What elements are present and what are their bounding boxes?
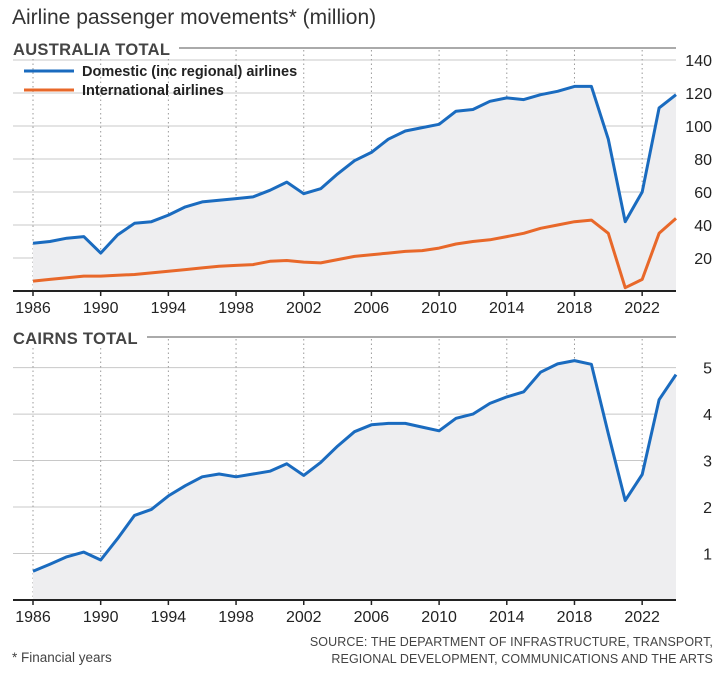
- series-line-international: [32, 217, 677, 290]
- x-tick-label: 1994: [151, 300, 187, 317]
- x-tick-label: 2022: [624, 609, 660, 626]
- x-tick-label: 2002: [286, 609, 322, 626]
- y-tick-label: 2: [703, 500, 712, 517]
- x-tick-label: 2010: [421, 609, 457, 626]
- panel-title-bg: [11, 327, 147, 347]
- x-tick-label: 2018: [557, 300, 593, 317]
- legend-label: International airlines: [82, 83, 224, 99]
- y-tick-label: 5: [703, 361, 712, 378]
- x-tick-label: 1990: [83, 300, 119, 317]
- y-tick-label: 100: [685, 119, 712, 136]
- y-tick-label: 40: [694, 218, 712, 235]
- area-fill: [33, 360, 676, 600]
- x-tick-label: 2010: [421, 300, 457, 317]
- x-tick-label: 1994: [151, 609, 187, 626]
- series-line-domestic: [32, 84, 677, 255]
- x-tick-label: 1986: [15, 300, 51, 317]
- y-tick-label: 3: [703, 454, 712, 471]
- source-line-2: REGIONAL DEVELOPMENT, COMMUNICATIONS AND…: [331, 652, 713, 666]
- source-line-1: SOURCE: THE DEPARTMENT OF INFRASTRUCTURE…: [309, 635, 713, 649]
- area-fill: [33, 86, 676, 292]
- legend-label: Domestic (inc regional) airlines: [82, 64, 297, 80]
- x-tick-label: 2006: [354, 609, 390, 626]
- x-tick-label: 1998: [218, 609, 254, 626]
- y-tick-label: 60: [694, 185, 712, 202]
- chart-title: Airline passenger movements* (million): [12, 6, 377, 29]
- x-tick-label: 2006: [354, 300, 390, 317]
- panel-title: CAIRNS TOTAL: [13, 330, 138, 348]
- y-tick-label: 140: [685, 53, 712, 70]
- y-tick-label: 20: [694, 251, 712, 268]
- source-note: SOURCE: THE DEPARTMENT OF INFRASTRUCTURE…: [310, 634, 713, 668]
- x-tick-label: 1998: [218, 300, 254, 317]
- y-tick-label: 120: [685, 86, 712, 103]
- y-tick-label: 1: [703, 547, 712, 564]
- panel-title: AUSTRALIA TOTAL: [13, 41, 170, 59]
- x-tick-label: 1986: [15, 609, 51, 626]
- y-tick-label: 4: [703, 407, 712, 424]
- x-tick-label: 2002: [286, 300, 322, 317]
- x-tick-label: 2018: [557, 609, 593, 626]
- x-tick-label: 2014: [489, 300, 525, 317]
- x-tick-label: 2022: [624, 300, 660, 317]
- panel-title-bg: [11, 38, 179, 58]
- series-line-domestic: [32, 359, 678, 573]
- x-tick-label: 1990: [83, 609, 119, 626]
- footnote: * Financial years: [12, 650, 112, 665]
- y-tick-label: 80: [694, 152, 712, 169]
- x-tick-label: 2014: [489, 609, 525, 626]
